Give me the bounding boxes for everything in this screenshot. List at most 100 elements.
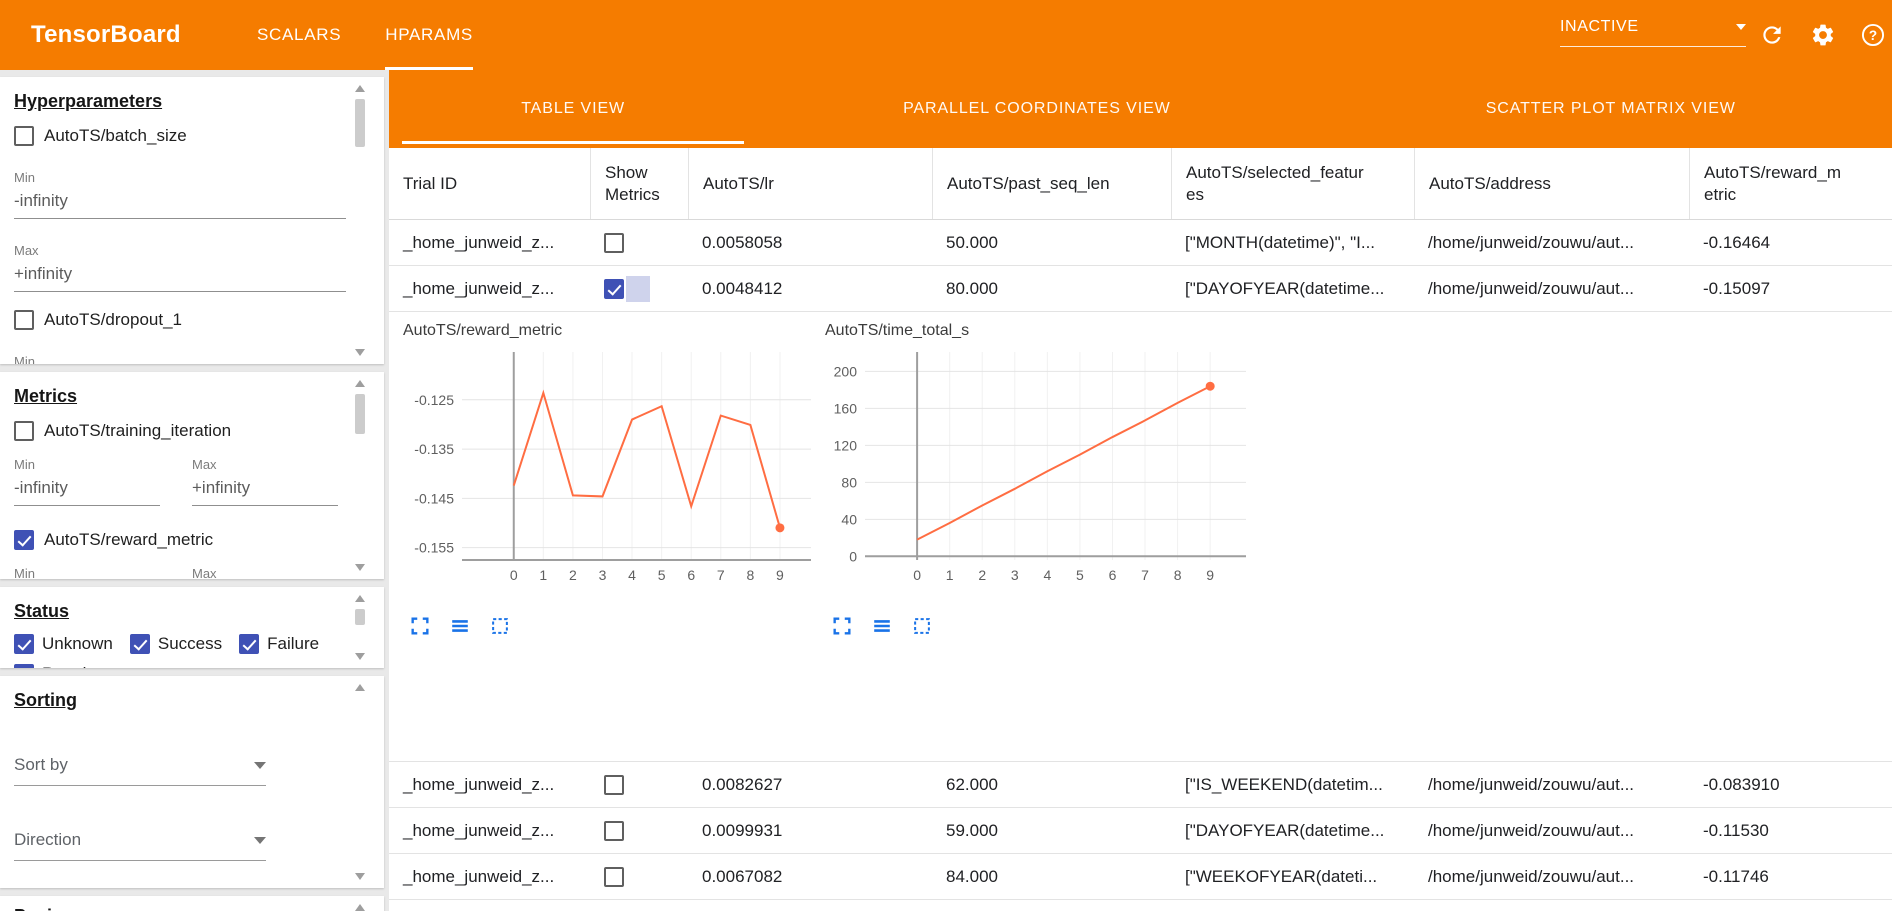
show-metrics-cell [590, 232, 688, 253]
scrollbar[interactable] [354, 595, 366, 660]
scroll-down-icon[interactable] [355, 349, 365, 356]
scroll-up-icon[interactable] [355, 904, 365, 911]
hyperparameters-heading: Hyperparameters [14, 91, 163, 111]
min-input[interactable]: -infinity [14, 185, 346, 219]
metric-reward-row[interactable]: AutoTS/reward_metric [14, 530, 370, 550]
reward-metric-cell: -0.16464 [1703, 232, 1771, 252]
run-status-dropdown[interactable]: INACTIVE [1560, 18, 1746, 47]
hparam-batch-size-checkbox[interactable] [14, 126, 34, 146]
tab-hparams[interactable]: HPARAMS [385, 0, 473, 70]
status-row: Unknown Success Failure [14, 634, 370, 654]
scroll-thumb[interactable] [355, 99, 365, 147]
svg-text:?: ? [1869, 28, 1877, 43]
svg-text:8: 8 [1174, 567, 1182, 583]
show-metrics-cell [590, 820, 688, 841]
max-label: Max [192, 457, 217, 472]
table-row[interactable]: _home_junweid_z... 0.0048412 80.000 ["DA… [389, 266, 1892, 312]
show-metrics-checkbox[interactable] [604, 232, 624, 253]
status-running[interactable]: Running [14, 664, 105, 668]
scroll-up-icon[interactable] [355, 684, 365, 691]
hparam-dropout-row[interactable]: AutoTS/dropout_1 [14, 310, 370, 330]
refresh-icon[interactable] [1759, 22, 1785, 48]
hparam-batch-size-row[interactable]: AutoTS/batch_size [14, 126, 370, 146]
tab-table-view[interactable]: TABLE VIEW [402, 70, 745, 148]
status-success-checkbox[interactable] [129, 634, 150, 654]
expand-icon[interactable] [409, 615, 431, 637]
svg-text:-0.155: -0.155 [414, 540, 454, 556]
scrollbar[interactable] [354, 684, 366, 880]
chart-title: AutoTS/reward_metric [403, 322, 563, 339]
settings-gear-icon[interactable] [1810, 22, 1836, 48]
max-input[interactable]: +infinity [192, 472, 338, 506]
sort-by-dropdown[interactable]: Sort by [14, 755, 266, 786]
svg-text:0: 0 [913, 567, 921, 583]
hparam-batch-size-label: AutoTS/batch_size [44, 126, 187, 145]
trial-id-cell[interactable]: _home_junweid_z... [403, 866, 555, 886]
metric-reward-checkbox[interactable] [14, 530, 34, 550]
min-input[interactable]: -infinity [14, 472, 160, 506]
col-reward-metric: AutoTS/reward_metric [1689, 148, 1892, 219]
reward-metric-cell: -0.15097 [1703, 278, 1771, 298]
status-unknown[interactable]: Unknown [14, 634, 113, 654]
svg-text:2: 2 [978, 567, 986, 583]
address-cell: /home/junweid/zouwu/aut... [1428, 820, 1635, 840]
show-metrics-checkbox[interactable] [604, 774, 624, 795]
offset-lines-icon[interactable] [449, 615, 471, 637]
tab-scalars[interactable]: SCALARS [257, 25, 342, 44]
scroll-up-icon[interactable] [355, 595, 365, 602]
status-failure-label: Failure [267, 634, 320, 653]
show-metrics-checkbox[interactable] [604, 278, 624, 299]
chart-title: AutoTS/time_total_s [825, 322, 970, 339]
trial-id-cell[interactable]: _home_junweid_z... [403, 278, 555, 298]
tab-scatter-plot-matrix-view[interactable]: SCATTER PLOT MATRIX VIEW [1485, 100, 1736, 117]
table-row[interactable]: _home_junweid_z... 0.0082627 62.000 ["IS… [389, 762, 1892, 808]
scroll-down-icon[interactable] [355, 653, 365, 660]
table-row[interactable]: _home_junweid_z... 0.0099931 59.000 ["DA… [389, 808, 1892, 854]
scroll-thumb[interactable] [355, 394, 365, 434]
fit-domain-icon[interactable] [489, 615, 511, 637]
table-row[interactable]: _home_junweid_z... 0.0058058 50.000 ["MO… [389, 220, 1892, 266]
selected-features-cell: ["DAYOFYEAR(datetime... [1185, 278, 1385, 298]
svg-text:4: 4 [1043, 567, 1051, 583]
show-metrics-cell [590, 774, 688, 795]
scroll-down-icon[interactable] [355, 564, 365, 571]
svg-text:-0.135: -0.135 [414, 441, 454, 457]
fit-domain-icon[interactable] [911, 615, 933, 637]
status-failure-checkbox[interactable] [239, 634, 260, 654]
expand-icon[interactable] [831, 615, 853, 637]
past-seq-len-cell: 84.000 [946, 866, 998, 886]
show-metrics-checkbox[interactable] [604, 866, 624, 887]
scrollbar[interactable] [354, 380, 366, 571]
hparam-dropout-checkbox[interactable] [14, 310, 34, 330]
trial-id-cell[interactable]: _home_junweid_z... [403, 774, 555, 794]
reward-metric-cell: -0.11530 [1703, 820, 1769, 840]
scroll-down-icon[interactable] [355, 873, 365, 880]
svg-text:160: 160 [834, 400, 858, 416]
scroll-thumb[interactable] [355, 609, 365, 625]
scroll-up-icon[interactable] [355, 85, 365, 92]
min-label: Min [14, 566, 35, 579]
col-lr: AutoTS/lr [688, 148, 932, 219]
reward-metric-cell: -0.11746 [1703, 866, 1769, 886]
past-seq-len-cell: 62.000 [946, 774, 998, 794]
status-running-checkbox[interactable] [14, 664, 34, 668]
show-metrics-checkbox[interactable] [604, 820, 624, 841]
scrollbar[interactable] [354, 904, 366, 911]
max-input[interactable]: +infinity [14, 258, 346, 292]
status-unknown-checkbox[interactable] [14, 634, 34, 654]
tab-parallel-coordinates-view[interactable]: PARALLEL COORDINATES VIEW [903, 100, 1171, 117]
scrollbar[interactable] [354, 85, 366, 356]
trial-id-cell[interactable]: _home_junweid_z... [403, 232, 555, 252]
min-label: Min [14, 170, 35, 185]
help-icon[interactable]: ? [1860, 22, 1886, 48]
status-failure[interactable]: Failure [239, 634, 319, 654]
status-success[interactable]: Success [129, 634, 222, 654]
offset-lines-icon[interactable] [871, 615, 893, 637]
metric-training-iteration-row[interactable]: AutoTS/training_iteration [14, 421, 370, 441]
table-row[interactable]: _home_junweid_z... 0.0067082 84.000 ["WE… [389, 854, 1892, 900]
svg-text:-0.145: -0.145 [414, 490, 454, 506]
trial-id-cell[interactable]: _home_junweid_z... [403, 820, 555, 840]
scroll-up-icon[interactable] [355, 380, 365, 387]
direction-dropdown[interactable]: Direction [14, 830, 266, 861]
metric-training-iteration-checkbox[interactable] [14, 421, 34, 441]
